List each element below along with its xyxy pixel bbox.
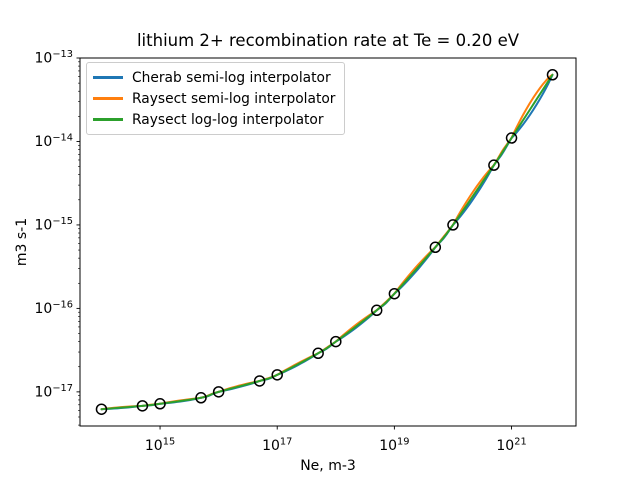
data-point-marker <box>330 335 342 348</box>
legend-label: Raysect semi-log interpolator <box>132 90 336 107</box>
y-tick-label: 10−13 <box>34 49 73 67</box>
x-axis-label: Ne, m-3 <box>300 458 356 474</box>
data-point-marker <box>505 132 518 144</box>
legend-entry-raysect-loglog: Raysect log-log interpolator <box>93 109 335 130</box>
legend-entry-raysect-semilog: Raysect semi-log interpolator <box>93 88 335 109</box>
data-point-marker <box>429 241 442 254</box>
data-point-marker <box>370 304 383 317</box>
data-point-marker <box>136 400 149 412</box>
data-point-marker <box>195 392 207 404</box>
data-point-marker <box>271 369 283 381</box>
legend: Cherab semi-log interpolator Raysect sem… <box>86 62 346 135</box>
legend-line-swatch <box>93 118 123 121</box>
legend-label: Raysect log-log interpolator <box>132 111 324 128</box>
data-point-marker <box>447 219 459 231</box>
axes-frame <box>79 57 577 427</box>
data-point-marker <box>154 398 166 410</box>
legend-line-swatch <box>93 97 123 100</box>
data-point-marker <box>388 287 401 300</box>
y-tick-label: 10−16 <box>34 299 73 317</box>
legend-label: Cherab semi-log interpolator <box>132 69 331 86</box>
x-tick-label: 1019 <box>379 437 409 455</box>
data-point-marker <box>312 347 324 360</box>
y-tick-label: 10−14 <box>34 132 73 150</box>
y-tick-label: 10−15 <box>34 216 73 234</box>
x-tick-label: 1015 <box>145 437 175 455</box>
series-line-2 <box>100 73 554 411</box>
data-point-marker <box>253 375 266 387</box>
x-tick-label: 1021 <box>496 437 526 455</box>
legend-line-swatch <box>93 76 123 79</box>
data-point-marker <box>546 69 559 81</box>
y-axis-label: m3 s-1 <box>14 217 30 267</box>
data-point-marker <box>95 403 108 415</box>
legend-entry-cherab-semilog: Cherab semi-log interpolator <box>93 67 335 88</box>
data-point-marker <box>488 159 500 171</box>
x-tick-label: 1017 <box>262 437 292 455</box>
y-tick-label: 10−17 <box>34 383 73 401</box>
data-point-marker <box>212 386 225 398</box>
chart-title: lithium 2+ recombination rate at Te = 0.… <box>136 31 520 50</box>
